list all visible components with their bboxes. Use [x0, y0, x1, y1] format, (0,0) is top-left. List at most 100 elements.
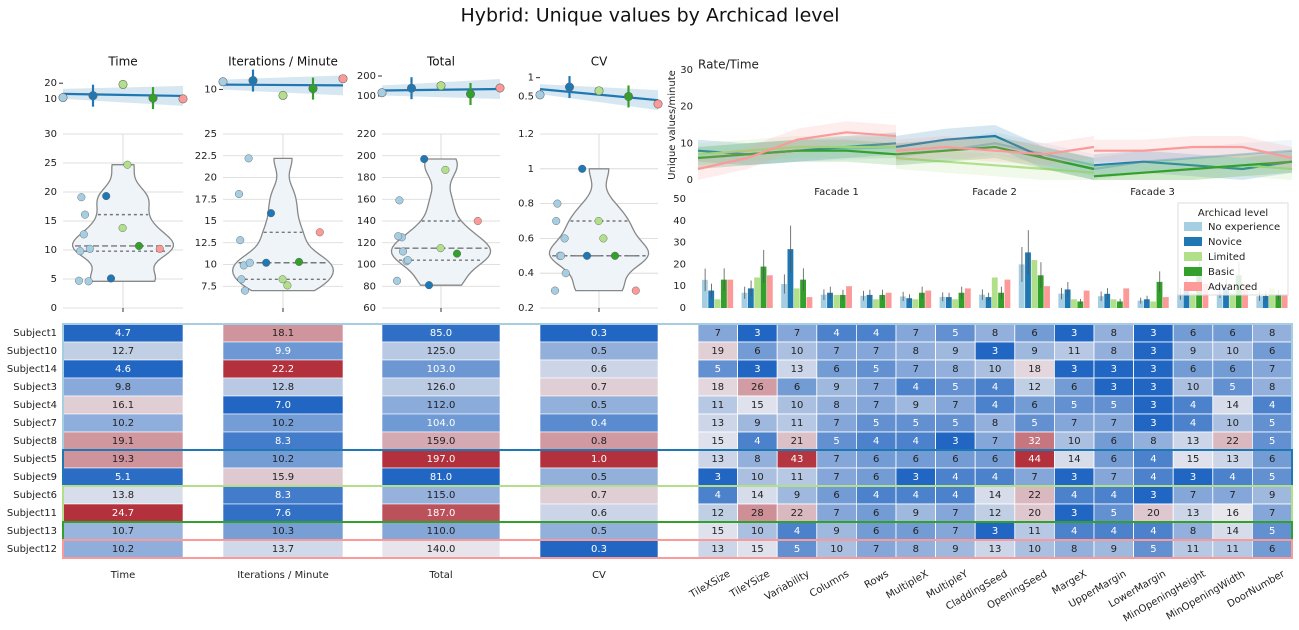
subject-point — [631, 286, 640, 295]
matrix-cell-value: 4 — [1071, 526, 1077, 537]
rate-time-tick: 10 — [680, 138, 693, 149]
metric-panel-1: Iterations / Minute 10 7.5 10 12.5 15 17.5 20 22… — [195, 55, 348, 312]
bar — [1025, 252, 1031, 308]
matrix-cell-value: 10 — [1226, 346, 1239, 357]
rate-ci-band — [698, 136, 896, 169]
bar — [1162, 297, 1169, 308]
regression-line — [222, 83, 344, 87]
metric-cell-value: 0.8 — [591, 436, 607, 447]
bar — [806, 297, 813, 308]
subject-point — [244, 154, 253, 163]
matrix-cell-value: 14 — [1068, 454, 1081, 465]
matrix-cell-value: 6 — [794, 382, 800, 393]
matrix-cell-value: 7 — [873, 400, 879, 411]
matrix-cell-value: 8 — [833, 400, 839, 411]
bar — [793, 288, 800, 308]
metric-cell-value: 16.1 — [112, 400, 134, 411]
matrix-cell-value: 13 — [791, 364, 804, 375]
matrix-cell-value: 6 — [1190, 364, 1196, 375]
bar — [1216, 291, 1223, 308]
matrix-cell-value: 10 — [1028, 544, 1041, 555]
metric-cell-value: 103.0 — [427, 364, 456, 375]
matrix-cell-value: 3 — [754, 328, 760, 339]
subject-row-label: Subject12 — [7, 544, 57, 555]
group-mean-point — [465, 89, 475, 99]
matrix-cell-value: 4 — [1111, 526, 1117, 537]
matrix-cell-value: 8 — [1111, 346, 1117, 357]
metric-cell-value: 13.8 — [112, 490, 134, 501]
group-mean-point — [406, 83, 416, 93]
matrix-cell-value: 15 — [711, 436, 724, 447]
metric-cell-value: 10.2 — [272, 454, 294, 465]
bar — [1018, 264, 1025, 308]
parameter-bar-panel: 0 10 20 30 40 50 Archicad level No experience No… — [673, 194, 1289, 314]
violin-tick-label: 15 — [204, 216, 217, 227]
bar — [1064, 289, 1071, 308]
matrix-cell-value: 5 — [1269, 418, 1275, 429]
top-tick-label: 10 — [44, 94, 57, 105]
matrix-cell-value: 9 — [1031, 346, 1037, 357]
bar — [860, 295, 867, 308]
rate-curve — [697, 149, 897, 160]
matrix-cell-value: 32 — [1028, 436, 1041, 447]
subject-point — [295, 257, 304, 266]
metric-cell-value: 24.7 — [112, 508, 134, 519]
metric-cell-value: 0.3 — [591, 544, 607, 555]
matrix-cell-value: 13 — [1187, 436, 1200, 447]
matrix-cell-value: 7 — [873, 544, 879, 555]
matrix-cell-value: 7 — [913, 364, 919, 375]
bar-tick-label: 40 — [673, 216, 686, 227]
parameter-axis-label: MultipleX — [885, 569, 931, 602]
matrix-cell-value: 4 — [913, 382, 919, 393]
violin-tick-label: 20 — [204, 173, 217, 184]
metric-cell-value: 9.9 — [275, 346, 291, 357]
metric-cell-value: 7.0 — [275, 400, 291, 411]
matrix-cell-value: 5 — [1071, 400, 1077, 411]
matrix-cell-value: 4 — [873, 328, 879, 339]
violin-tick-label: 10 — [204, 260, 217, 271]
bar — [1229, 292, 1236, 308]
matrix-cell-value: 3 — [1150, 328, 1156, 339]
bar — [985, 297, 992, 308]
bar — [839, 294, 846, 308]
subject-row-label: Subject1 — [13, 328, 57, 339]
level-group-outline — [62, 539, 1293, 559]
matrix-cell-value: 7 — [833, 454, 839, 465]
matrix-cell-value: 4 — [992, 382, 998, 393]
matrix-cell-value: 8 — [1190, 526, 1196, 537]
subject-point — [106, 274, 115, 283]
bar — [899, 296, 906, 308]
matrix-cell-value: 20 — [1028, 508, 1041, 519]
facet-label: Facade 2 — [972, 187, 1017, 198]
subject-point — [123, 160, 132, 169]
bar — [939, 296, 946, 308]
matrix-cell-value: 6 — [1269, 544, 1275, 555]
matrix-cell-value: 5 — [873, 418, 879, 429]
parameter-axis-label: Variability — [763, 569, 812, 603]
bar — [1177, 294, 1183, 308]
top-tick-label: 10 — [204, 84, 217, 95]
metric-cell-value: 110.0 — [427, 526, 456, 537]
matrix-cell-value: 11 — [791, 472, 804, 483]
subject-row-label: Subject10 — [7, 346, 57, 357]
bar — [714, 299, 721, 308]
group-mean-point — [218, 77, 228, 87]
bar — [820, 294, 827, 308]
metric-cell-value: 197.0 — [427, 454, 456, 465]
matrix-cell-value: 6 — [1269, 346, 1275, 357]
metric-title: Total — [426, 55, 455, 69]
subject-point — [394, 232, 403, 241]
matrix-cell-value: 14 — [1226, 400, 1239, 411]
bar — [827, 292, 833, 308]
metric-cell-value: 19.1 — [112, 436, 134, 447]
matrix-cell-value: 8 — [992, 418, 998, 429]
rate-time-panel: Rate/Time Unique values/minute 0 10 20 30 Faca… — [667, 58, 1293, 198]
subject-row-label: Subject11 — [7, 508, 57, 519]
figure-title: Hybrid: Unique values by Archicad level — [461, 5, 840, 27]
bar — [1058, 293, 1065, 308]
matrix-cell-value: 3 — [952, 436, 958, 447]
regression-line — [62, 92, 184, 98]
matrix-cell-value: 5 — [794, 544, 800, 555]
matrix-cell-value: 4 — [992, 400, 998, 411]
